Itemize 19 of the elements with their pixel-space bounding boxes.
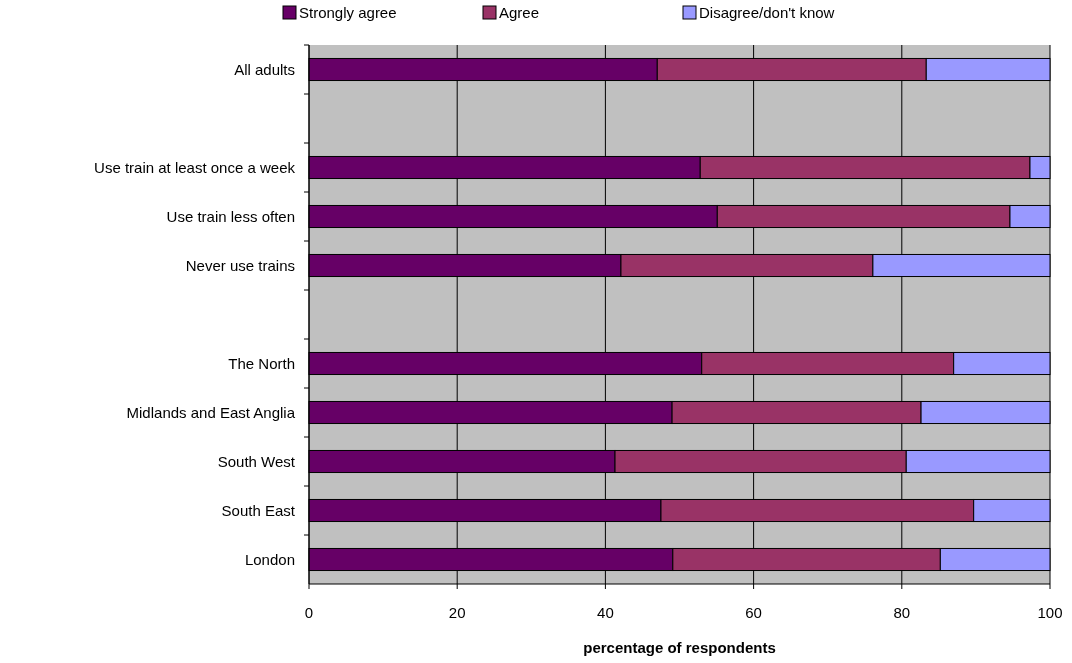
- y-tick-label: London: [244, 550, 295, 568]
- y-tick-label: Midlands and East Anglia: [126, 403, 296, 421]
- x-tick-label: 60: [745, 604, 762, 621]
- x-tick-label: 40: [597, 604, 614, 621]
- y-tick-label: All adults: [234, 60, 295, 78]
- x-axis-title: percentage of respondents: [583, 639, 776, 656]
- y-tick-label: Use train at least once a week: [94, 158, 296, 176]
- legend-label: Agree: [499, 4, 540, 21]
- x-tick-label: 0: [304, 604, 314, 621]
- y-tick-label: The North: [228, 354, 295, 372]
- x-tick-label: 20: [448, 604, 466, 621]
- legend-label: Strongly agree: [299, 4, 397, 21]
- y-tick-label: South West: [217, 452, 296, 470]
- x-tick-label: 100: [1037, 604, 1063, 621]
- y-tick-label: South East: [221, 501, 296, 519]
- y-tick-label: Never use trains: [185, 256, 295, 274]
- y-tick-label: Use train less often: [166, 207, 295, 225]
- x-tick-label: 80: [893, 604, 911, 621]
- legend-label: Disagree/don't know: [699, 4, 835, 21]
